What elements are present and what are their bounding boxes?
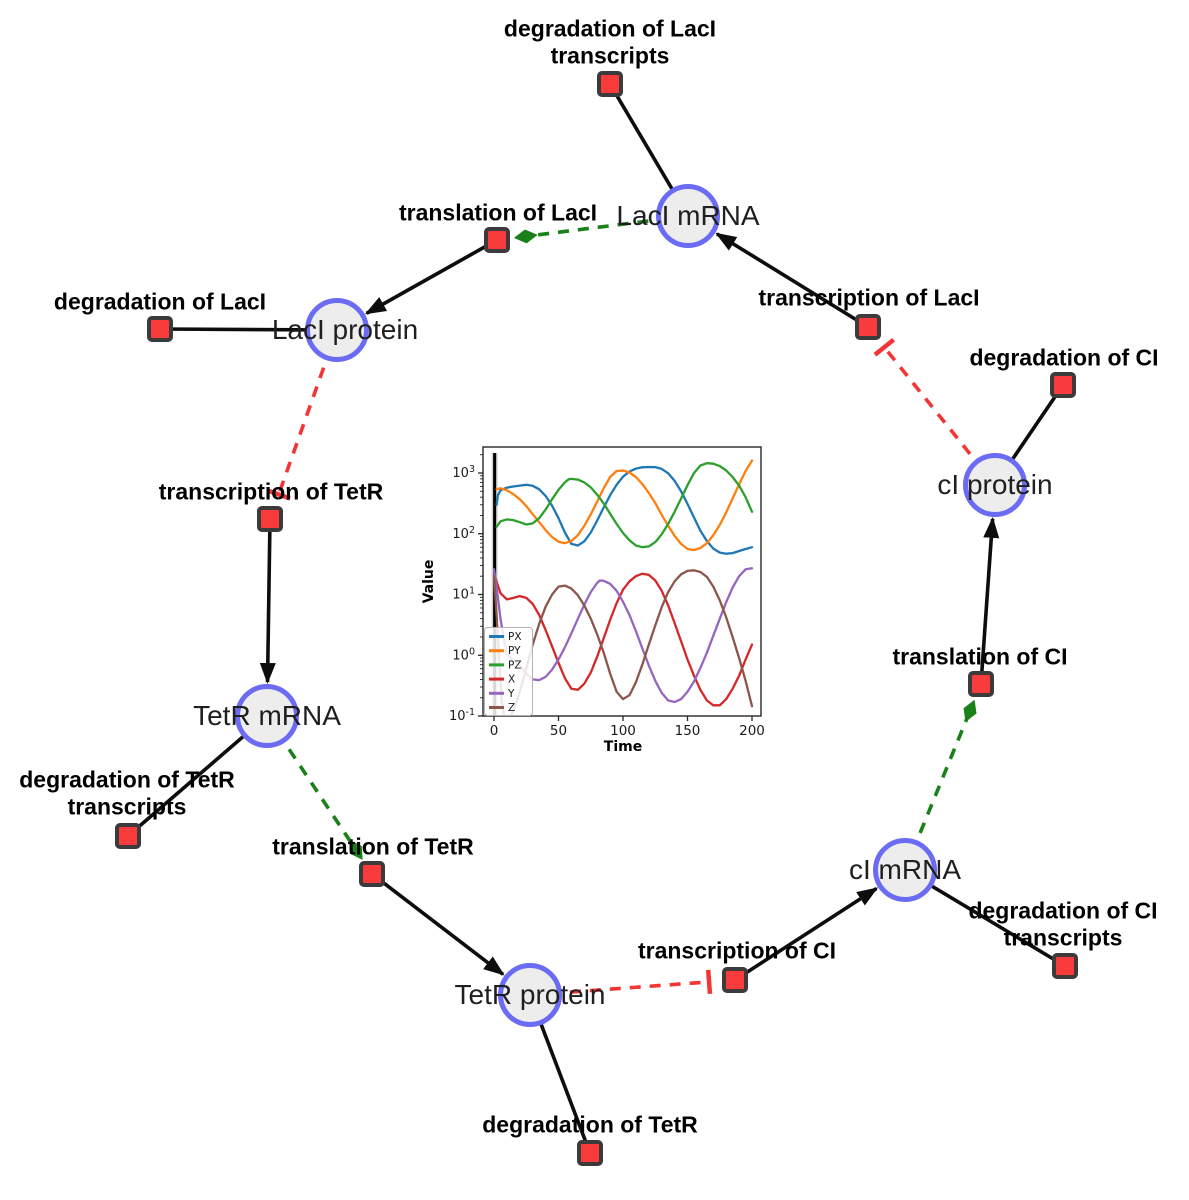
legend-label-PZ: PZ xyxy=(508,659,522,671)
x-tick-label: 200 xyxy=(739,723,765,739)
y-tick-label: 101 xyxy=(452,586,475,603)
y-tick-label: 103 xyxy=(452,464,475,481)
y-tick-label: 10-1 xyxy=(449,707,475,724)
reaction-node-tx-laci[interactable] xyxy=(855,314,881,340)
y-tick-label: 102 xyxy=(452,525,475,542)
reaction-node-deg-tetr[interactable] xyxy=(577,1140,603,1166)
reaction-node-tx-tetr[interactable] xyxy=(257,506,283,532)
timecourse-plot-svg: 0 50 100 150 200Time10310210110010-1ValuePXP… xyxy=(421,446,765,755)
series-PZ xyxy=(495,462,754,549)
species-node-tetr-protein[interactable] xyxy=(498,963,562,1027)
series-PX xyxy=(495,465,754,555)
edge-produce-tx-ci-to-ci-mrna xyxy=(734,886,879,982)
y-axis-label: Value xyxy=(421,560,437,604)
reaction-node-deg-ci[interactable] xyxy=(1050,372,1076,398)
reaction-node-deg-laci-tx[interactable] xyxy=(597,71,623,97)
legend-label-Z: Z xyxy=(508,702,515,714)
species-node-laci-protein[interactable] xyxy=(305,298,369,362)
series-PY xyxy=(495,459,754,552)
reaction-node-deg-tetr-tx[interactable] xyxy=(115,823,141,849)
species-node-laci-mrna[interactable] xyxy=(656,184,720,248)
legend-label-PY: PY xyxy=(508,645,521,657)
legend-label-PX: PX xyxy=(508,631,522,643)
edge-produce-transl-ci-to-ci-protein xyxy=(979,516,1000,685)
species-node-ci-protein[interactable] xyxy=(963,453,1027,517)
reaction-node-transl-laci[interactable] xyxy=(484,227,510,253)
x-tick-label: 150 xyxy=(675,723,701,739)
reaction-node-deg-ci-tx[interactable] xyxy=(1052,953,1078,979)
y-tick-label: 100 xyxy=(452,646,475,663)
legend-label-Y: Y xyxy=(507,688,515,700)
reaction-node-transl-tetr[interactable] xyxy=(359,861,385,887)
edge-produce-tx-laci-to-laci-mrna xyxy=(715,232,869,329)
edge-produce-transl-tetr-to-tetr-protein xyxy=(370,872,505,976)
x-tick-label: 100 xyxy=(610,723,636,739)
edge-produce-transl-laci-to-laci-protein xyxy=(364,238,498,315)
x-axis-label: Time xyxy=(604,739,642,755)
x-tick-label: 0 xyxy=(490,723,499,739)
x-tick-label: 50 xyxy=(550,723,567,739)
reaction-node-tx-ci[interactable] xyxy=(722,967,748,993)
timecourse-chart: 0 50 100 150 200 Time 103 102 101 100 10-1 Value PX P… xyxy=(420,438,780,772)
species-node-ci-mrna[interactable] xyxy=(873,838,937,902)
legend-label-X: X xyxy=(508,674,515,686)
reaction-node-transl-ci[interactable] xyxy=(968,671,994,697)
chart-legend: PX PY PZ XYZ xyxy=(484,627,533,716)
edge-produce-tx-tetr-to-tetr-mrna xyxy=(259,518,276,685)
axes-frame xyxy=(482,446,762,717)
species-node-tetr-mrna[interactable] xyxy=(235,684,299,748)
reaction-node-deg-laci[interactable] xyxy=(147,316,173,342)
